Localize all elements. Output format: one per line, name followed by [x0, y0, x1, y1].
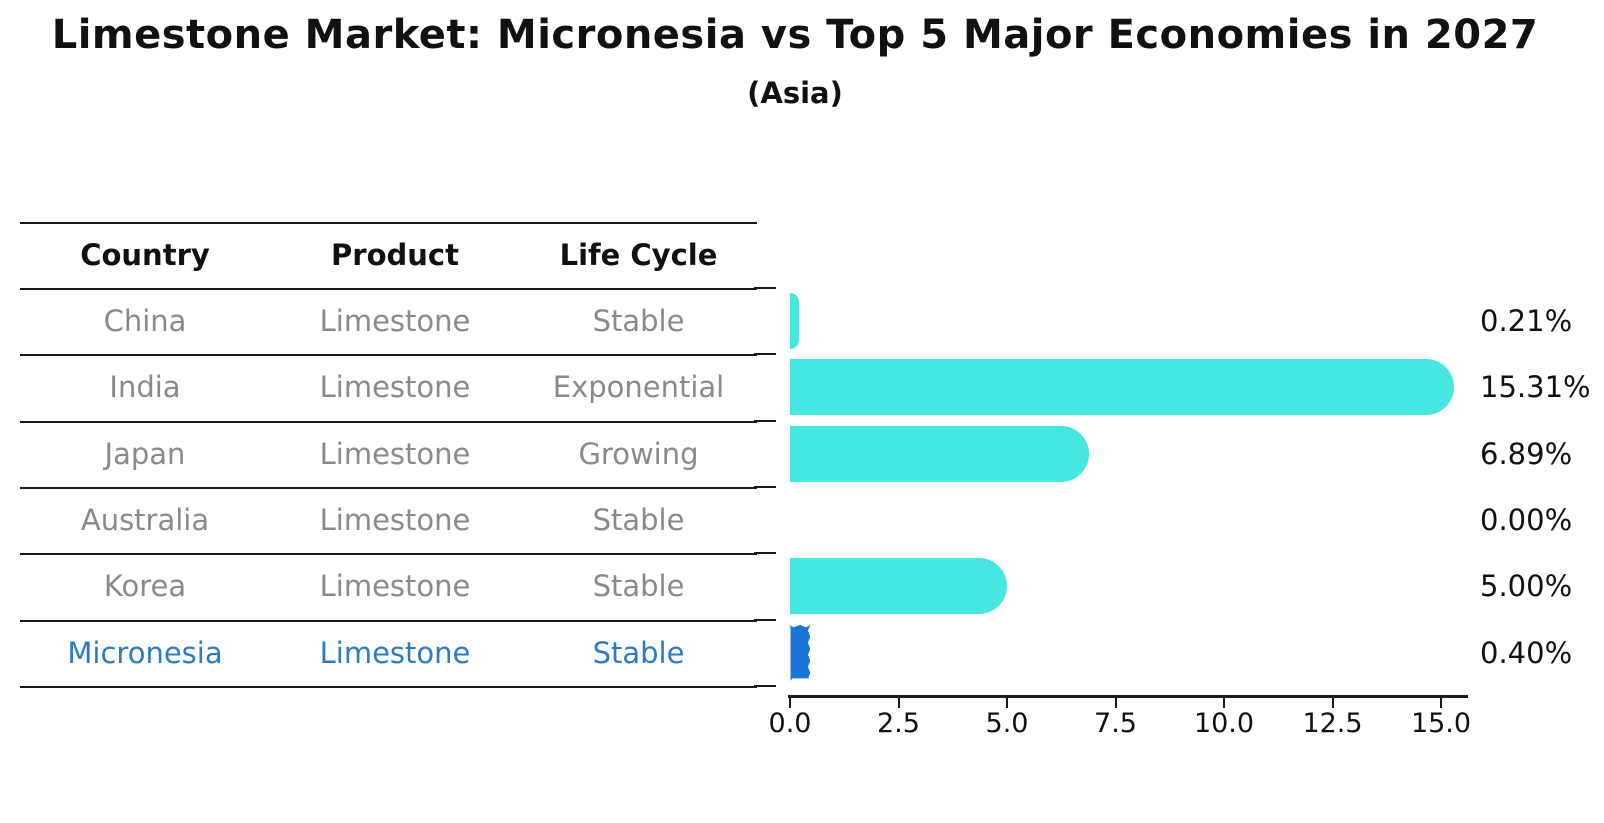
x-tick	[897, 698, 900, 708]
x-tick	[1223, 698, 1225, 708]
x-tick-label: 10.0	[1193, 708, 1255, 739]
bar-india	[790, 359, 1455, 416]
life-cycle-cell: Stable	[592, 503, 685, 538]
table-rule	[20, 222, 757, 224]
table-rule	[20, 420, 757, 423]
table-rule	[20, 619, 757, 622]
x-tick	[1440, 698, 1442, 708]
product-cell: Limestone	[319, 503, 471, 538]
x-tick-label: 15.0	[1410, 708, 1472, 739]
product-cell: Limestone	[319, 304, 471, 339]
life-cycle-cell: Growing	[578, 436, 699, 471]
life-cycle-cell: Exponential	[552, 370, 725, 405]
x-tick	[1006, 698, 1008, 708]
table-row-india: India Limestone Exponential	[20, 354, 757, 420]
life-cycle-cell: Stable	[592, 569, 685, 604]
country-cell: India	[109, 370, 181, 405]
chart-subtitle: (Asia)	[747, 76, 843, 110]
table-row-korea: Korea Limestone Stable	[20, 553, 757, 619]
header-cell-product: Product	[331, 238, 459, 272]
table-row-micronesia: Micronesia Limestone Stable	[20, 620, 757, 686]
table-rule	[20, 553, 757, 556]
product-cell: Limestone	[319, 569, 471, 604]
life-cycle-cell: Stable	[592, 304, 685, 339]
value-label-micronesia: 0.40%	[1480, 635, 1573, 670]
x-tick-label: 2.5	[877, 708, 920, 739]
table-rule	[20, 354, 757, 357]
value-label-india: 15.31%	[1480, 370, 1591, 405]
table-rule	[20, 288, 757, 290]
table-row-china: China Limestone Stable	[20, 288, 757, 354]
x-tick-label: 5.0	[985, 708, 1029, 739]
life-cycle-cell: Stable	[592, 635, 685, 670]
table-row-japan: Japan Limestone Growing	[20, 421, 757, 487]
header-cell-life-cycle: Life Cycle	[559, 238, 718, 272]
x-tick	[789, 698, 791, 708]
country-cell: Australia	[80, 503, 210, 538]
y-tick	[754, 353, 776, 356]
value-label-australia: 0.00%	[1480, 503, 1573, 538]
y-tick	[754, 618, 776, 621]
bar-micronesia	[788, 624, 811, 681]
y-tick	[754, 287, 776, 289]
header-cell-country: Country	[80, 238, 210, 272]
table-header-row: Country Product Life Cycle	[20, 222, 757, 288]
table-rule	[20, 686, 757, 688]
product-cell: Limestone	[319, 370, 471, 405]
country-cell: Micronesia	[67, 635, 223, 670]
table-row-australia: Australia Limestone Stable	[20, 487, 757, 553]
bar-japan	[790, 425, 1090, 482]
table-rule	[20, 487, 757, 489]
x-tick	[1114, 698, 1117, 708]
y-tick	[754, 685, 776, 687]
x-axis-line	[788, 695, 1468, 698]
y-tick	[754, 486, 776, 488]
value-label-china: 0.21%	[1480, 304, 1573, 339]
x-tick-label: 12.5	[1302, 708, 1363, 739]
value-label-japan: 6.89%	[1480, 436, 1573, 471]
country-cell: Korea	[103, 569, 187, 604]
x-tick-label: 7.5	[1094, 708, 1137, 739]
country-cell: China	[103, 304, 187, 339]
y-tick	[754, 419, 776, 422]
country-cell: Japan	[104, 436, 186, 471]
y-tick	[754, 552, 776, 555]
chart-title: Limestone Market: Micronesia vs Top 5 Ma…	[51, 12, 1539, 58]
product-cell: Limestone	[319, 635, 471, 670]
x-tick-label: 0.0	[768, 708, 812, 739]
bar-korea	[790, 558, 1007, 615]
value-label-korea: 5.00%	[1480, 569, 1573, 604]
x-tick	[1331, 698, 1334, 708]
bar-china	[790, 293, 800, 350]
product-cell: Limestone	[319, 436, 471, 471]
